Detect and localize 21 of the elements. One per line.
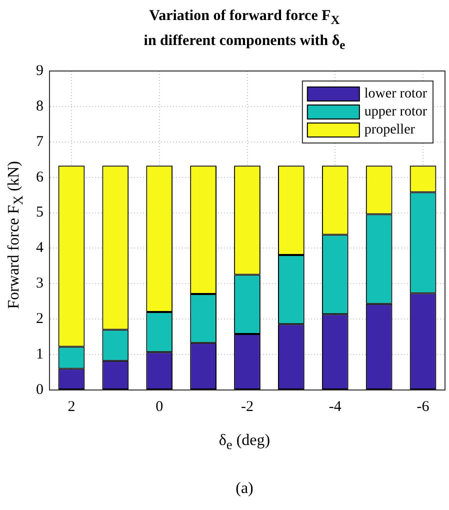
chart-title: Variation of forward force F$_{X}$ in different components with δ$_{e}$ (142, 7, 346, 54)
y-tick-label: 5 (36, 204, 44, 221)
y-tick-label: 8 (36, 98, 44, 114)
x-tick-label: -6 (416, 398, 430, 415)
y-tick-label: 7 (36, 134, 44, 150)
y-tick-label: 3 (36, 276, 44, 292)
legend-label: propeller (364, 122, 416, 138)
x-tick-label: 2 (68, 398, 76, 415)
y-tick-label: 4 (36, 240, 44, 256)
legend-label: upper rotor (364, 104, 428, 120)
y-tick-label: 2 (36, 311, 44, 328)
x-tick-label: -2 (241, 398, 254, 415)
y-tick-label: 1 (36, 346, 44, 362)
x-tick-label: 0 (156, 398, 164, 415)
y-tick-label: 9 (36, 62, 44, 79)
text: (a) (234, 480, 254, 498)
x-tick-label: -4 (328, 398, 342, 415)
y-tick-label: 0 (36, 382, 44, 398)
y-tick-label: 6 (36, 169, 44, 186)
x-axis-title: δ$_{e}$ (deg) (218, 432, 272, 454)
legend-label: lower rotor (364, 86, 428, 102)
